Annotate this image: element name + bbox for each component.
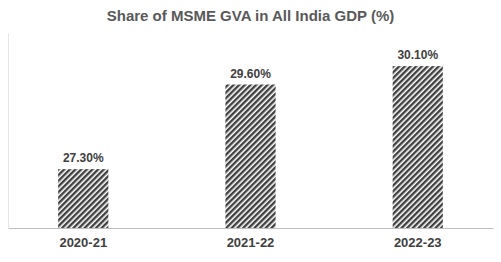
title: Share of MSME GVA in All India GDP (%) <box>107 7 395 24</box>
chart: Share of MSME GVA in All India GDP (%) 27… <box>0 0 501 262</box>
bar <box>58 169 108 228</box>
plot-area <box>58 66 443 228</box>
data-label: 30.10% <box>397 48 438 62</box>
x-axis: 2020-21 2021-22 2022-23 <box>9 228 494 250</box>
x-tick: 2020-21 <box>59 228 107 250</box>
x-tick: 2021-22 <box>227 228 275 250</box>
data-label: 27.30% <box>63 151 104 165</box>
y-axis <box>8 34 9 229</box>
x-tick-label: 2021-22 <box>227 235 275 250</box>
x-tick-label: 2020-21 <box>59 235 107 250</box>
bar <box>225 85 275 228</box>
bar <box>393 66 443 228</box>
x-tick: 2022-23 <box>394 228 442 250</box>
x-tick-label: 2022-23 <box>394 235 442 250</box>
x-axis-line <box>9 228 494 229</box>
data-label: 29.60% <box>230 67 271 81</box>
data-labels: 27.30% 29.60% 30.10% <box>63 48 439 165</box>
y-axis-line <box>8 34 9 229</box>
